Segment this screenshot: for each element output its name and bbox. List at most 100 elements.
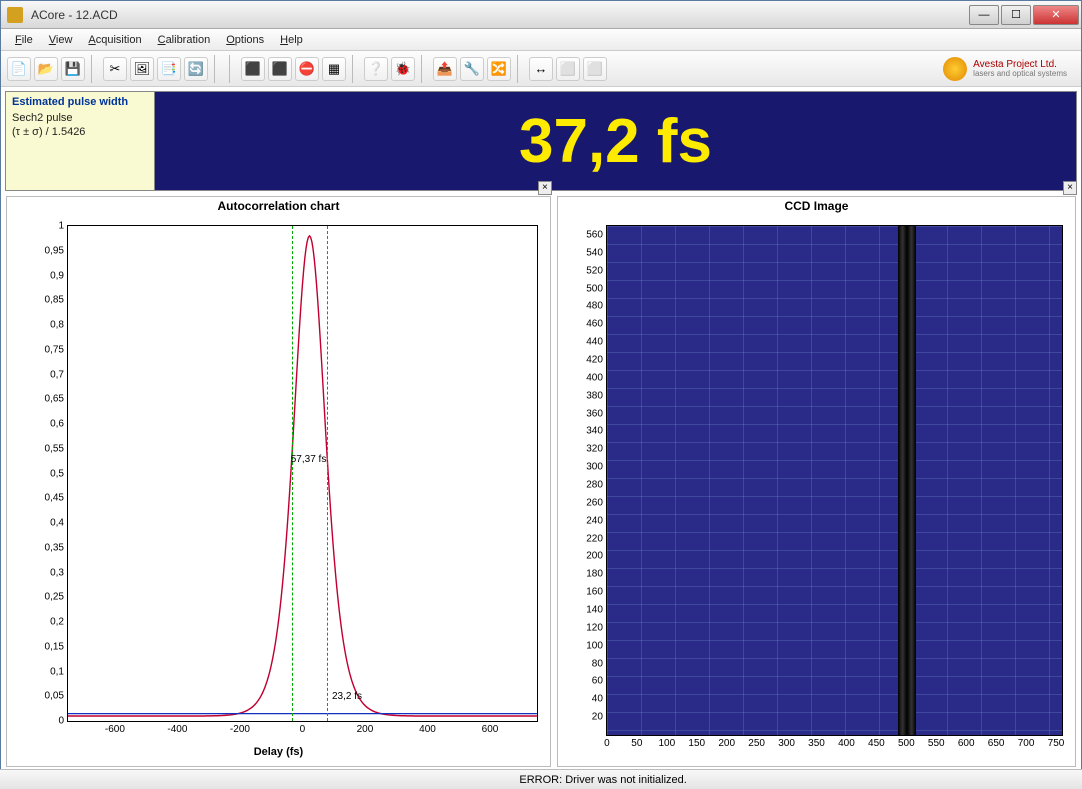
toolbar-button[interactable]: ⬜ (556, 57, 580, 81)
ccd-x-tick: 600 (958, 735, 975, 749)
y-tick: 0,3 (28, 567, 68, 578)
ccd-stripe (898, 226, 916, 735)
fwhm-marker-left (292, 226, 293, 721)
ccd-x-tick: 350 (808, 735, 825, 749)
pulse-info-header: Estimated pulse width (12, 96, 148, 108)
ccd-y-tick: 360 (573, 408, 607, 419)
ccd-y-tick: 300 (573, 462, 607, 473)
toolbar: 📄📂💾✂🖼📑🔄⬛⬛⛔▦❔🐞📤🔧🔀↔⬜⬜ Avesta Project Ltd. … (1, 51, 1081, 87)
ccd-x-tick: 400 (838, 735, 855, 749)
toolbar-button[interactable]: 🐞 (391, 57, 415, 81)
ccd-y-tick: 460 (573, 319, 607, 330)
ccd-x-tick: 650 (988, 735, 1005, 749)
toolbar-button[interactable]: ❔ (364, 57, 388, 81)
x-tick: 200 (357, 721, 374, 735)
minimize-button[interactable]: — (969, 5, 999, 25)
pulse-ratio: (τ ± σ) / 1.5426 (12, 126, 148, 138)
toolbar-button[interactable]: 🔧 (460, 57, 484, 81)
ccd-y-tick: 440 (573, 337, 607, 348)
toolbar-button[interactable]: 📄 (7, 57, 31, 81)
x-tick: 0 (300, 721, 306, 735)
autocorrelation-title: Autocorrelation chart (7, 199, 550, 213)
ccd-x-tick: 200 (718, 735, 735, 749)
y-tick: 0,95 (28, 245, 68, 256)
ccd-x-tick: 300 (778, 735, 795, 749)
toolbar-button[interactable]: ⬛ (268, 57, 292, 81)
readout-row: Estimated pulse width Sech2 pulse (τ ± σ… (5, 91, 1077, 191)
menu-acquisition-label: cquisition (96, 34, 142, 46)
ccd-x-tick: 100 (658, 735, 675, 749)
y-tick: 0,6 (28, 419, 68, 430)
x-tick: 600 (482, 721, 499, 735)
x-tick: -400 (167, 721, 187, 735)
x-tick: 400 (419, 721, 436, 735)
menu-help-label: elp (288, 34, 303, 46)
ccd-y-tick: 280 (573, 479, 607, 490)
toolbar-button[interactable]: ↔ (529, 57, 553, 81)
ccd-y-tick: 560 (573, 229, 607, 240)
panel-close-button[interactable]: × (538, 181, 552, 195)
y-tick: 0,85 (28, 295, 68, 306)
ccd-x-tick: 250 (748, 735, 765, 749)
autocorrelation-curve (68, 226, 537, 721)
ccd-grid (607, 226, 1062, 735)
x-tick: -600 (105, 721, 125, 735)
brand-line1: Avesta Project Ltd. (973, 59, 1067, 70)
ccd-x-tick: 700 (1018, 735, 1035, 749)
ccd-panel-close-button[interactable]: × (1063, 181, 1077, 195)
toolbar-button[interactable]: 📑 (157, 57, 181, 81)
y-tick: 0,05 (28, 691, 68, 702)
y-tick: 0,35 (28, 542, 68, 553)
ccd-y-tick: 180 (573, 569, 607, 580)
ccd-y-tick: 480 (573, 301, 607, 312)
y-tick: 0,7 (28, 369, 68, 380)
maximize-button[interactable]: ☐ (1001, 5, 1031, 25)
ccd-y-tick: 160 (573, 587, 607, 598)
y-tick: 0,25 (28, 592, 68, 603)
toolbar-button[interactable]: 📂 (34, 57, 58, 81)
ccd-y-tick: 140 (573, 604, 607, 615)
menubar: File View Acquisition Calibration Option… (1, 29, 1081, 51)
fwhm-marker-right (327, 226, 328, 721)
brand-line2: lasers and optical systems (973, 70, 1067, 79)
toolbar-button[interactable]: 🔄 (184, 57, 208, 81)
ccd-x-tick: 550 (928, 735, 945, 749)
x-tick: -200 (230, 721, 250, 735)
toolbar-button[interactable]: 📤 (433, 57, 457, 81)
charts-area: × Autocorrelation chart 57,37 fs 23,2 fs… (6, 196, 1076, 767)
window-buttons: — ☐ ✕ (967, 5, 1079, 25)
menu-options[interactable]: Options (218, 32, 272, 48)
ccd-y-tick: 320 (573, 444, 607, 455)
ccd-y-tick: 20 (573, 712, 607, 723)
toolbar-button[interactable]: ▦ (322, 57, 346, 81)
ccd-x-tick: 750 (1048, 735, 1065, 749)
toolbar-button[interactable]: 🔀 (487, 57, 511, 81)
toolbar-button[interactable]: ⬛ (241, 57, 265, 81)
y-tick: 0,45 (28, 493, 68, 504)
y-tick: 0,15 (28, 641, 68, 652)
toolbar-button[interactable]: 🖼 (130, 57, 154, 81)
y-tick: 0,55 (28, 443, 68, 454)
menu-calibration[interactable]: Calibration (150, 32, 219, 48)
toolbar-button[interactable]: ✂ (103, 57, 127, 81)
brand-logo-icon (943, 57, 967, 81)
y-tick: 0,8 (28, 320, 68, 331)
ccd-x-tick: 500 (898, 735, 915, 749)
ccd-plot[interactable]: 2040608010012014016018020022024026028030… (606, 225, 1063, 736)
close-button[interactable]: ✕ (1033, 5, 1079, 25)
autocorrelation-panel: × Autocorrelation chart 57,37 fs 23,2 fs… (6, 196, 551, 767)
window-title: ACore - 12.ACD (27, 8, 967, 22)
menu-help[interactable]: Help (272, 32, 311, 48)
menu-file[interactable]: File (7, 32, 41, 48)
menu-view[interactable]: View (41, 32, 81, 48)
toolbar-button[interactable]: ⬜ (583, 57, 607, 81)
toolbar-button[interactable]: ⛔ (295, 57, 319, 81)
ccd-y-tick: 240 (573, 515, 607, 526)
autocorrelation-plot[interactable]: 57,37 fs 23,2 fs 00,050,10,150,20,250,30… (67, 225, 538, 722)
ccd-y-tick: 200 (573, 551, 607, 562)
brand: Avesta Project Ltd. lasers and optical s… (943, 57, 1075, 81)
ccd-y-tick: 80 (573, 658, 607, 669)
ccd-y-tick: 340 (573, 426, 607, 437)
menu-acquisition[interactable]: Acquisition (80, 32, 149, 48)
toolbar-button[interactable]: 💾 (61, 57, 85, 81)
